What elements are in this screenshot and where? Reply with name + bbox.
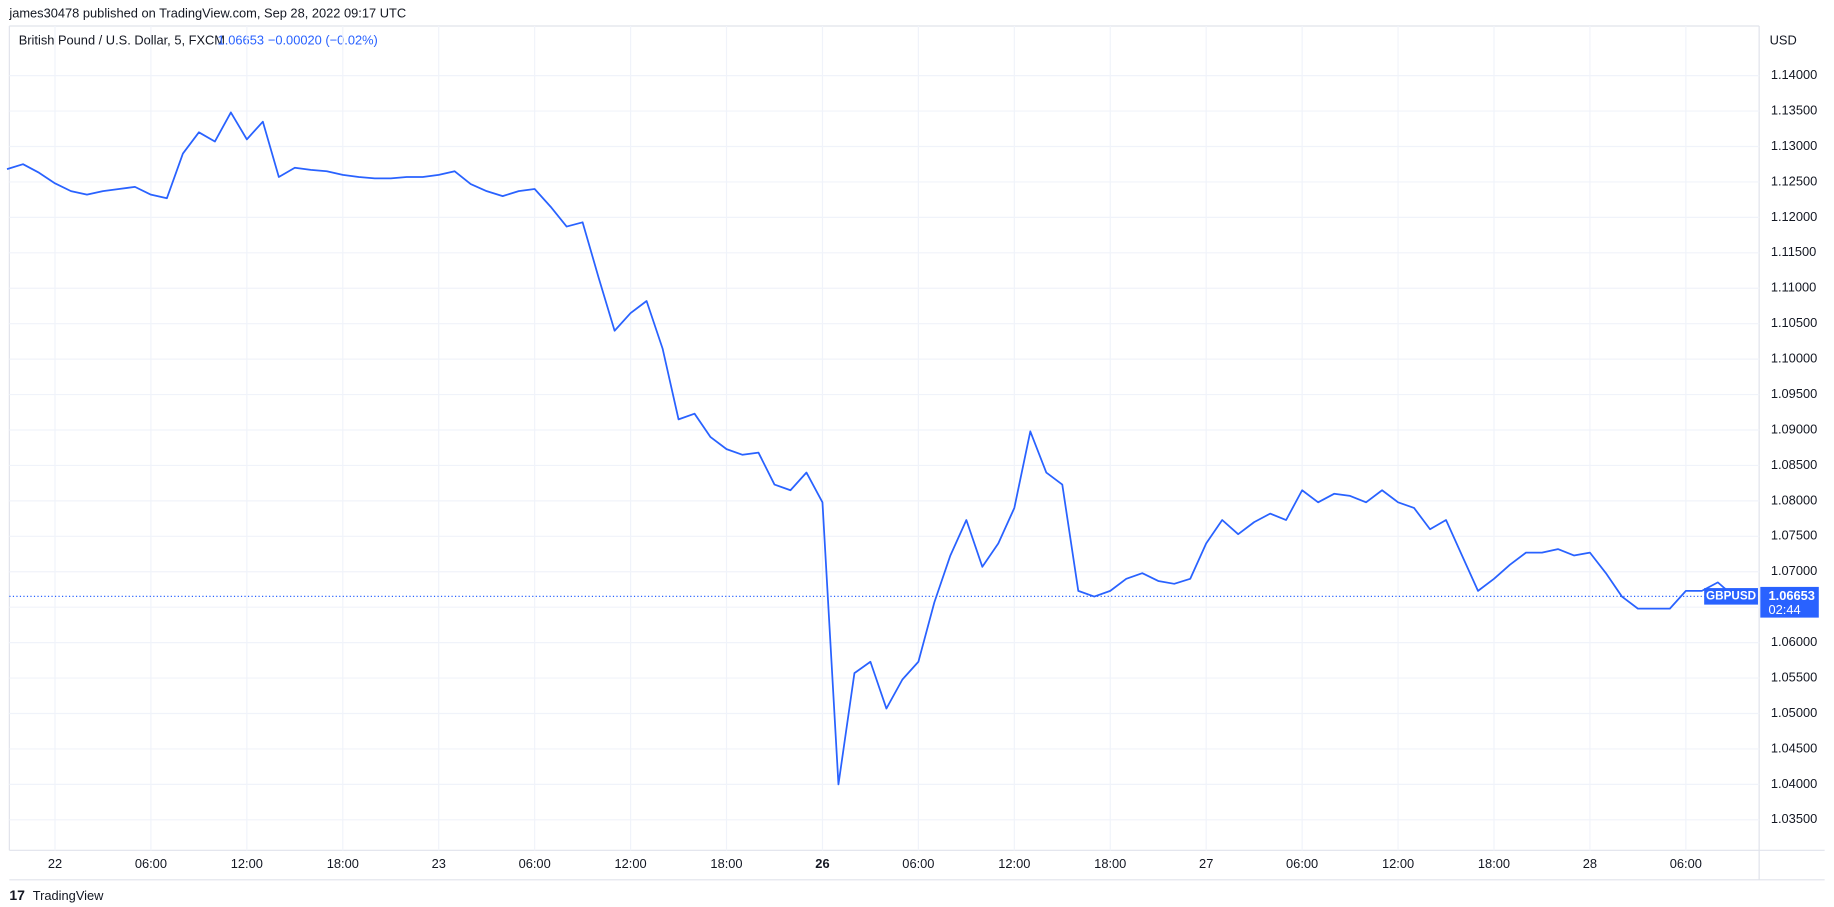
- x-tick-label: 18:00: [1094, 856, 1126, 871]
- y-tick-label: 1.04500: [1771, 740, 1817, 755]
- y-tick-label: 1.09000: [1771, 421, 1817, 436]
- x-tick-label: 06:00: [1286, 856, 1318, 871]
- price-badge: [1760, 586, 1819, 618]
- x-tick-label: 18:00: [1478, 856, 1510, 871]
- x-tick-label: 06:00: [135, 856, 167, 871]
- price-line: [6, 111, 1735, 786]
- y-tick-label: 1.09500: [1771, 386, 1817, 401]
- y-tick-label: 1.10500: [1771, 315, 1817, 330]
- y-tick-label: 1.08500: [1771, 457, 1817, 472]
- logo-mark: 17: [9, 887, 25, 903]
- y-tick-label: 1.12000: [1771, 209, 1817, 224]
- x-tick-label: 06:00: [902, 856, 934, 871]
- symbol-badge-label: GBPUSD: [1706, 589, 1756, 602]
- y-tick-label: 1.07000: [1771, 563, 1817, 578]
- x-tick-label: 12:00: [615, 856, 647, 871]
- y-tick-label: 1.04000: [1771, 776, 1817, 791]
- x-tick-label: 06:00: [519, 856, 551, 871]
- x-tick-label: 27: [1199, 856, 1213, 871]
- x-tick-label: 12:00: [998, 856, 1030, 871]
- y-tick-label: 1.05500: [1771, 669, 1817, 684]
- grid: [9, 25, 1760, 851]
- x-tick-label: 12:00: [231, 856, 263, 871]
- y-tick-label: 1.06000: [1771, 634, 1817, 649]
- published-note: james30478 published on TradingView.com,…: [8, 6, 406, 21]
- x-tick-label: 06:00: [1670, 856, 1702, 871]
- footer-logo: 17: [9, 887, 25, 903]
- countdown-label: 02:44: [1769, 602, 1801, 617]
- y-tick-label: 1.11500: [1771, 244, 1816, 259]
- y-tick-label: 1.08000: [1771, 492, 1817, 507]
- y-tick-label: 1.14000: [1771, 67, 1817, 82]
- x-tick-label: 26: [815, 856, 829, 871]
- x-tick-label: 18:00: [710, 856, 742, 871]
- legend-symbol: British Pound / U.S. Dollar, 5, FXCM: [19, 33, 225, 48]
- y-tick-label: 1.10000: [1771, 350, 1817, 365]
- legend-change: −0.00020 (−0.02%): [268, 33, 378, 48]
- x-tick-label: 12:00: [1382, 856, 1414, 871]
- price-badge-label: 1.06653: [1769, 588, 1815, 603]
- x-tick-label: 28: [1583, 856, 1597, 871]
- price-axis-unit: USD: [1770, 33, 1797, 48]
- y-tick-label: 1.11000: [1771, 280, 1816, 295]
- x-tick-label: 23: [432, 856, 446, 871]
- y-tick-label: 1.13500: [1771, 102, 1817, 117]
- legend-price: 1.06653: [218, 33, 264, 48]
- y-tick-label: 1.05000: [1771, 705, 1817, 720]
- footer-brand: TradingView: [33, 888, 104, 903]
- y-tick-label: 1.12500: [1771, 173, 1817, 188]
- x-tick-label: 22: [48, 856, 62, 871]
- y-tick-label: 1.07500: [1771, 528, 1817, 543]
- y-tick-label: 1.13000: [1771, 138, 1817, 153]
- x-tick-label: 18:00: [327, 856, 359, 871]
- y-tick-label: 1.03500: [1771, 811, 1817, 826]
- symbol-badge: [1704, 588, 1758, 605]
